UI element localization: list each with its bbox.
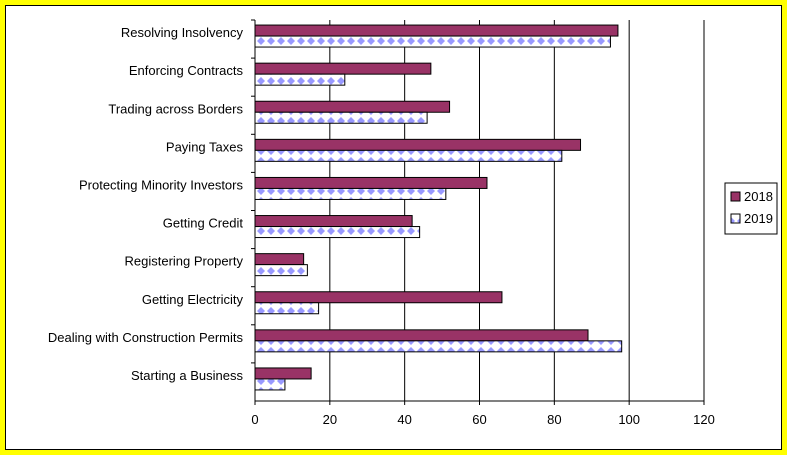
- bars: [254, 24, 623, 391]
- x-tick-label: 40: [397, 412, 411, 427]
- legend-swatch: [730, 213, 741, 224]
- category-label: Paying Taxes: [166, 139, 244, 154]
- bar-2018: [254, 138, 582, 151]
- legend-label: 2018: [744, 189, 773, 204]
- x-tick-label: 120: [693, 412, 715, 427]
- bar-2019: [254, 149, 563, 162]
- bar-2019: [254, 35, 611, 48]
- bar-2018: [254, 253, 305, 266]
- category-label: Enforcing Contracts: [129, 63, 244, 78]
- category-label: Registering Property: [125, 254, 244, 269]
- bar-2019: [254, 302, 320, 315]
- bar-2019: [254, 340, 623, 353]
- bar-2018: [254, 291, 503, 304]
- category-label: Protecting Minority Investors: [79, 177, 244, 192]
- axes: 0 20 40 60 80 100 120 Starting a Business Dealin…: [48, 19, 715, 427]
- x-tick-label: 100: [618, 412, 640, 427]
- category-label: Getting Credit: [163, 216, 244, 231]
- category-label: Trading across Borders: [108, 101, 243, 116]
- bar-2019: [254, 111, 428, 124]
- bar-2019: [254, 187, 447, 200]
- bar-2019: [254, 378, 286, 391]
- bar-2019: [254, 264, 308, 277]
- legend-swatch: [730, 191, 741, 202]
- bar-2018: [254, 176, 488, 189]
- category-label: Dealing with Construction Permits: [48, 330, 244, 345]
- category-label: Getting Electricity: [142, 292, 244, 307]
- x-tick-label: 20: [323, 412, 337, 427]
- legend: 2018 2019: [724, 182, 778, 235]
- bar-2018: [254, 62, 432, 75]
- x-tick-label: 0: [251, 412, 258, 427]
- category-label: Starting a Business: [131, 368, 244, 383]
- bar-2019: [254, 226, 421, 239]
- chart-area: 0 20 40 60 80 100 120 Starting a Business Dealin…: [5, 5, 782, 450]
- bar-2018: [254, 100, 451, 113]
- bar-2018: [254, 367, 312, 380]
- legend-label: 2019: [744, 211, 773, 226]
- bar-2018: [254, 24, 619, 37]
- x-tick-label: 80: [547, 412, 561, 427]
- bar-2018: [254, 215, 413, 228]
- x-tick-label: 60: [472, 412, 486, 427]
- bar-chart: 0 20 40 60 80 100 120 Starting a Business Dealin…: [48, 19, 778, 427]
- bar-2019: [254, 73, 346, 86]
- bar-2018: [254, 329, 589, 342]
- category-label: Resolving Insolvency: [121, 25, 244, 40]
